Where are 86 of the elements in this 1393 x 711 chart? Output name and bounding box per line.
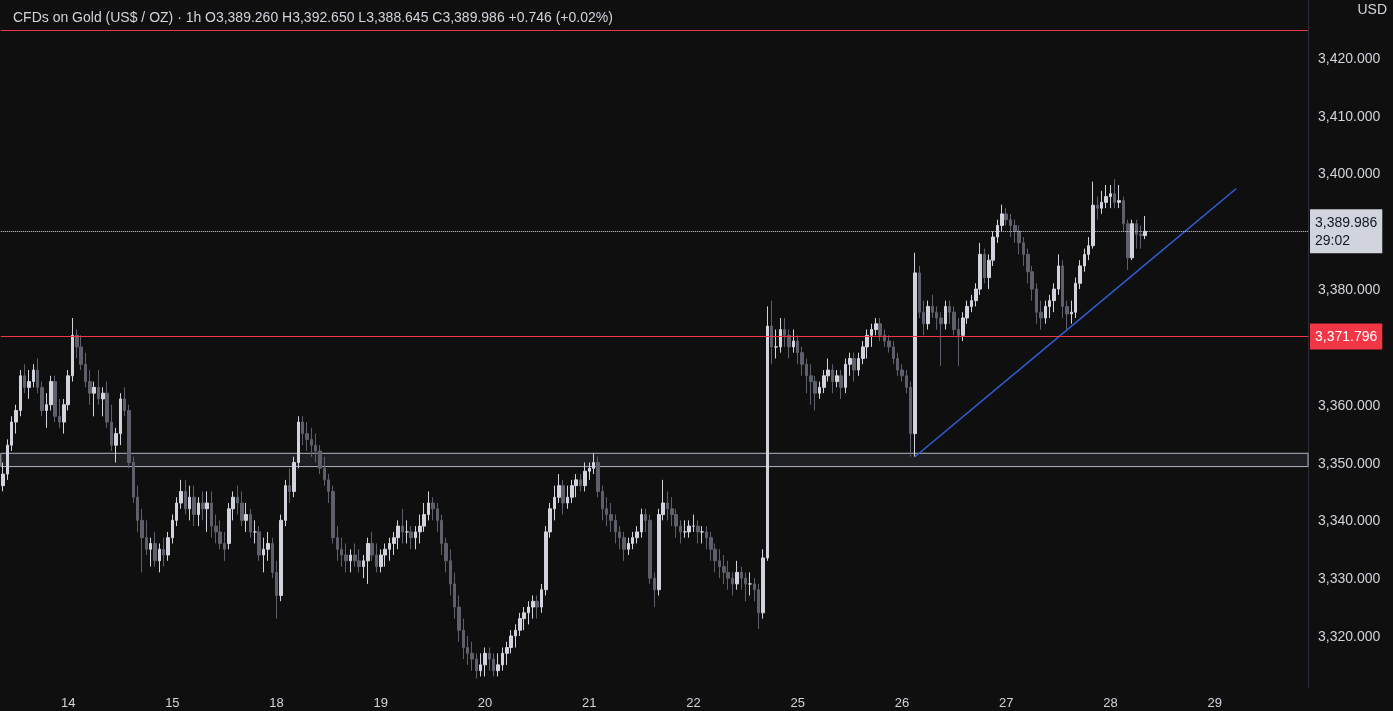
candlestick [1117,184,1121,209]
y-tick-label: 3,320.000 [1318,627,1381,644]
x-tick-label: 22 [686,695,701,710]
candlestick [535,595,539,620]
candlestick [735,560,739,591]
candlestick [205,490,209,533]
candlestick [779,317,782,354]
candlestick [249,508,252,539]
y-axis-title: USD [1357,1,1387,17]
y-tick-label: 3,380.000 [1318,281,1381,298]
candlestick [683,519,687,539]
candlestick [192,485,196,527]
candlestick [244,502,248,533]
y-tick-label: 3,350.000 [1318,454,1381,471]
y-tick-label: 3,400.000 [1318,165,1381,182]
candlestick [97,369,100,406]
x-tick-label: 14 [60,695,76,710]
candlestick [257,525,261,562]
x-tick-label: 21 [582,695,597,710]
candlestick [770,300,773,365]
candlestick [401,508,404,544]
candlestick [1139,224,1143,250]
candlestick [692,514,695,533]
candlestick [405,519,409,544]
candlestick [839,369,843,400]
ref-line-label: 3,389.986 29:02 [1315,214,1378,249]
y-tick-label: 3,360.000 [1318,396,1381,413]
x-tick-label: 25 [790,695,805,710]
candlestick [531,595,535,620]
candlestick [101,386,105,417]
candlestick [158,542,161,573]
y-tick-label: 3,330.000 [1318,570,1381,587]
candlestick [831,363,834,394]
candlestick [926,300,930,331]
y-tick-label: 3,410.000 [1318,107,1381,124]
candlestick [579,473,582,492]
candlestick [492,652,495,677]
candlestick [835,369,839,388]
candlestick [583,462,587,492]
candlestick [1096,196,1099,221]
x-tick-label: 27 [998,695,1014,710]
y-tick-label: 3,340.000 [1318,512,1381,529]
candlestick [153,531,157,568]
candlestick [1113,178,1116,209]
candlestick [162,537,165,568]
candlestick [366,537,370,585]
candlestick [748,571,752,596]
candlestick [983,248,986,284]
candlestick [23,363,26,394]
candlestick [188,485,191,521]
candlestick [240,490,244,527]
candlestick [913,252,917,458]
candlestick [561,479,565,516]
x-tick-label: 15 [165,695,180,710]
candlestick [149,537,152,568]
candlestick [92,381,96,417]
ref-line-label: 3,371.796 [1315,328,1378,345]
candlestick [700,525,704,544]
candlestick [687,519,691,539]
candlestick [944,300,947,331]
x-tick-label: 28 [1103,695,1118,710]
candlestick [184,479,187,516]
candlestick [201,490,205,521]
candlestick [288,467,291,504]
x-tick-label: 18 [269,695,284,710]
candlestick [349,548,352,573]
text: CFDs on Gold (US$ / OZ) · 1h [13,9,202,25]
text: O3,389.260 H3,392.650 L3,388.645 C3,389.986 +0.746 (+0.02%) [205,9,613,25]
candlestick [197,496,200,527]
candlestick [483,647,487,677]
candlestick [344,542,348,573]
candlestick [852,352,856,383]
candlestick [488,647,491,672]
candlestick [383,542,387,568]
candlestick [409,525,413,550]
y-tick-label: 3,420.000 [1318,49,1381,66]
candlestick [744,571,747,602]
candlestick [353,542,357,568]
candlestick [696,519,700,544]
candlestick [792,329,795,354]
x-tick-label: 19 [373,695,389,710]
x-tick-label: 26 [894,695,910,710]
candlestick [496,652,500,677]
x-tick-label: 29 [1207,695,1222,710]
x-tick-label: 20 [477,695,493,710]
candlestick [253,519,257,544]
